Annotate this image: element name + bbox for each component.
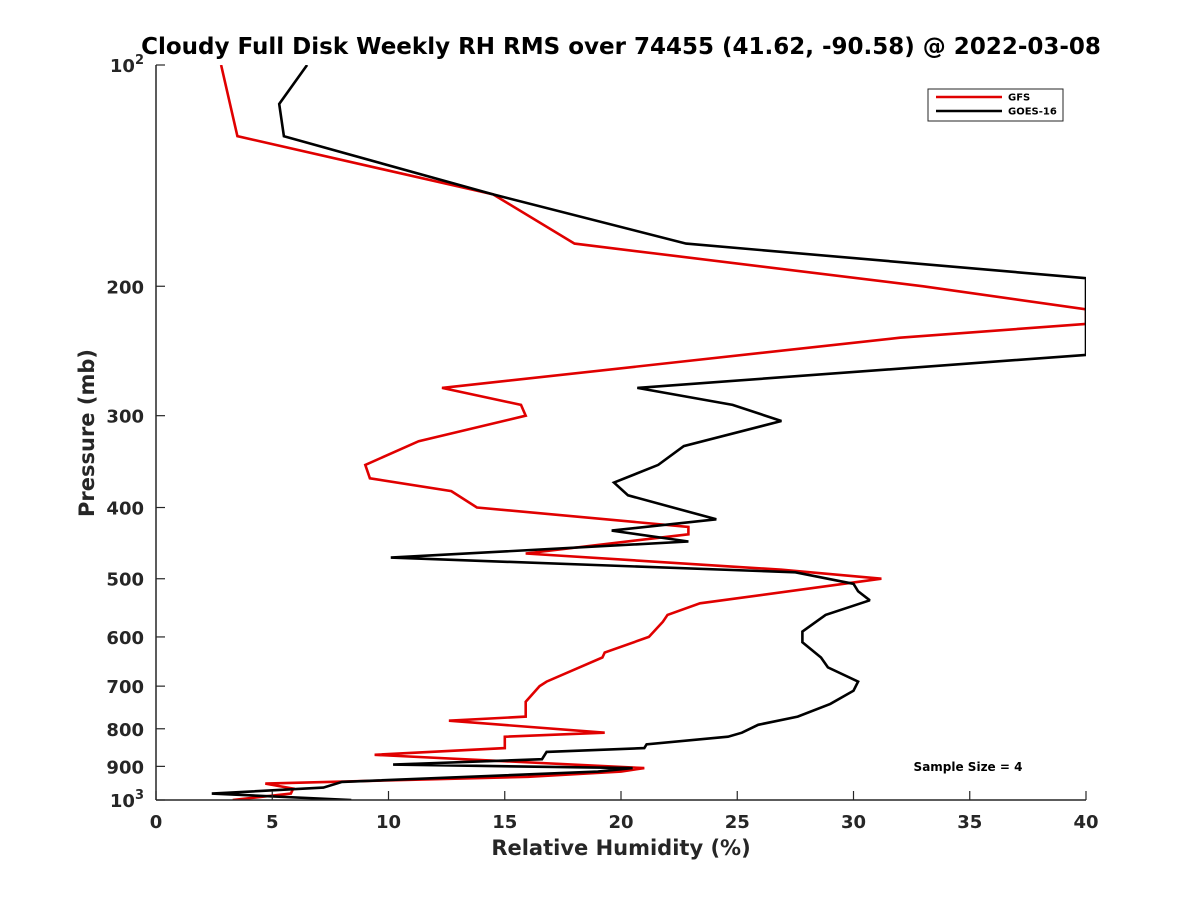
y-tick-group: 102 200 300 400 500 600 700 800 900 103	[106, 53, 165, 812]
series-line-gfs	[219, 65, 1086, 800]
x-tick-label: 5	[266, 812, 279, 833]
y-tick-label: 400	[106, 499, 144, 520]
y-tick-label: 700	[106, 677, 144, 698]
y-tick-label: 103	[110, 788, 144, 812]
x-tick-label: 0	[150, 812, 163, 833]
x-tick-group: 0 5 10 15 20 25 30 35 40	[150, 791, 1099, 833]
chart-title: Cloudy Full Disk Weekly RH RMS over 7445…	[141, 34, 1101, 60]
sample-size-annotation: Sample Size = 4	[914, 760, 1023, 774]
x-tick-label: 10	[376, 812, 401, 833]
legend-label-goes16: GOES-16	[1008, 107, 1057, 118]
y-tick-label: 102	[110, 53, 144, 77]
x-tick-label: 25	[725, 812, 750, 833]
y-tick-label: 900	[106, 757, 144, 778]
legend-box	[927, 88, 1064, 122]
x-tick-label: 35	[957, 812, 982, 833]
y-axis-label: Pressure (mb)	[75, 349, 99, 517]
x-tick-label: 30	[841, 812, 866, 833]
legend-label-gfs: GFS	[1008, 93, 1030, 104]
x-tick-label: 20	[608, 812, 633, 833]
x-tick-label: 40	[1073, 812, 1098, 833]
series-layer	[211, 65, 1086, 800]
series-line-goes16	[211, 65, 1086, 800]
y-tick-label: 600	[106, 628, 144, 649]
plot-area	[156, 65, 1086, 800]
legend: GFS GOES-16	[927, 88, 1064, 122]
x-tick-label: 15	[492, 812, 517, 833]
x-axis-label: Relative Humidity (%)	[491, 836, 750, 860]
y-tick-label: 300	[106, 407, 144, 428]
y-tick-label: 500	[106, 570, 144, 591]
y-tick-label: 800	[106, 720, 144, 741]
y-tick-label: 200	[106, 277, 144, 298]
